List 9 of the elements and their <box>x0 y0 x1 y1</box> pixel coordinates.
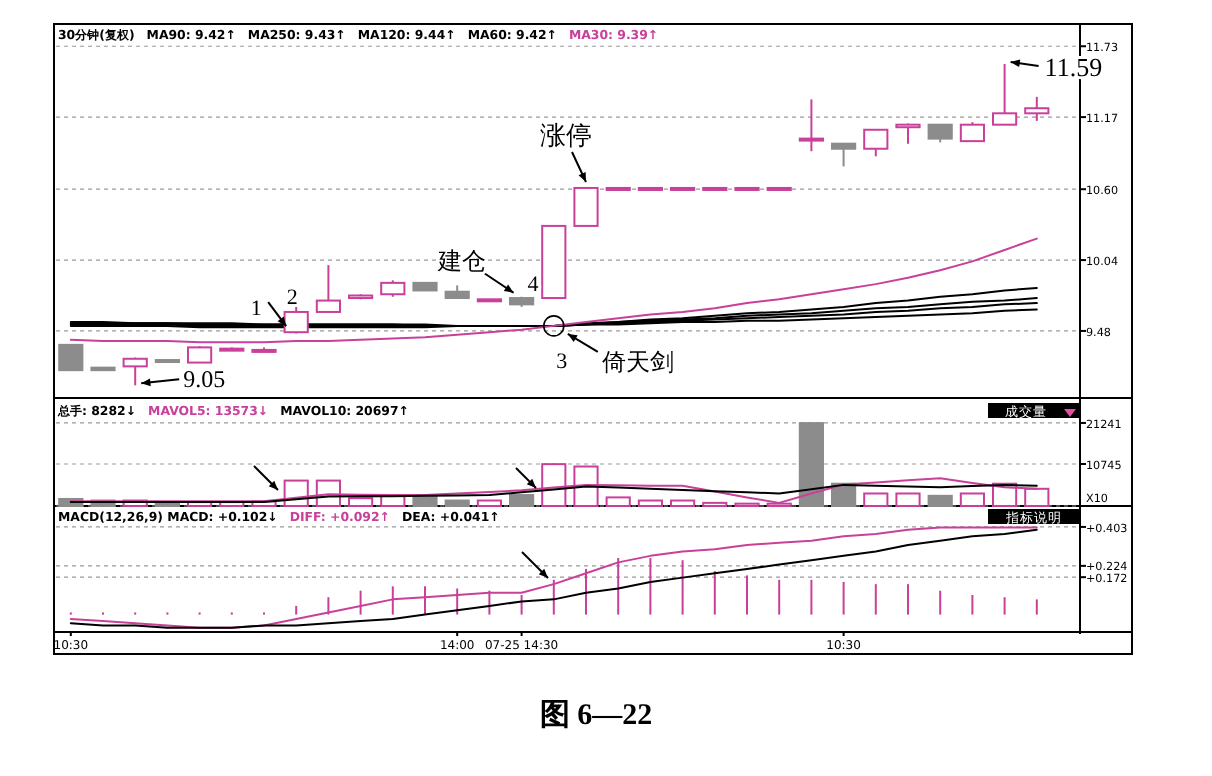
annotation: 4 <box>527 272 539 297</box>
annotation: 9.05 <box>183 365 226 394</box>
annotation: 1 <box>250 297 262 322</box>
annotation: 建仓 <box>437 246 486 275</box>
annotation: 倚天剑 <box>601 347 674 376</box>
annotation: 涨停 <box>540 119 592 150</box>
annotation: 3 <box>556 349 568 374</box>
text: 图 6—22 <box>539 700 653 732</box>
annotation: 2 <box>286 285 298 310</box>
